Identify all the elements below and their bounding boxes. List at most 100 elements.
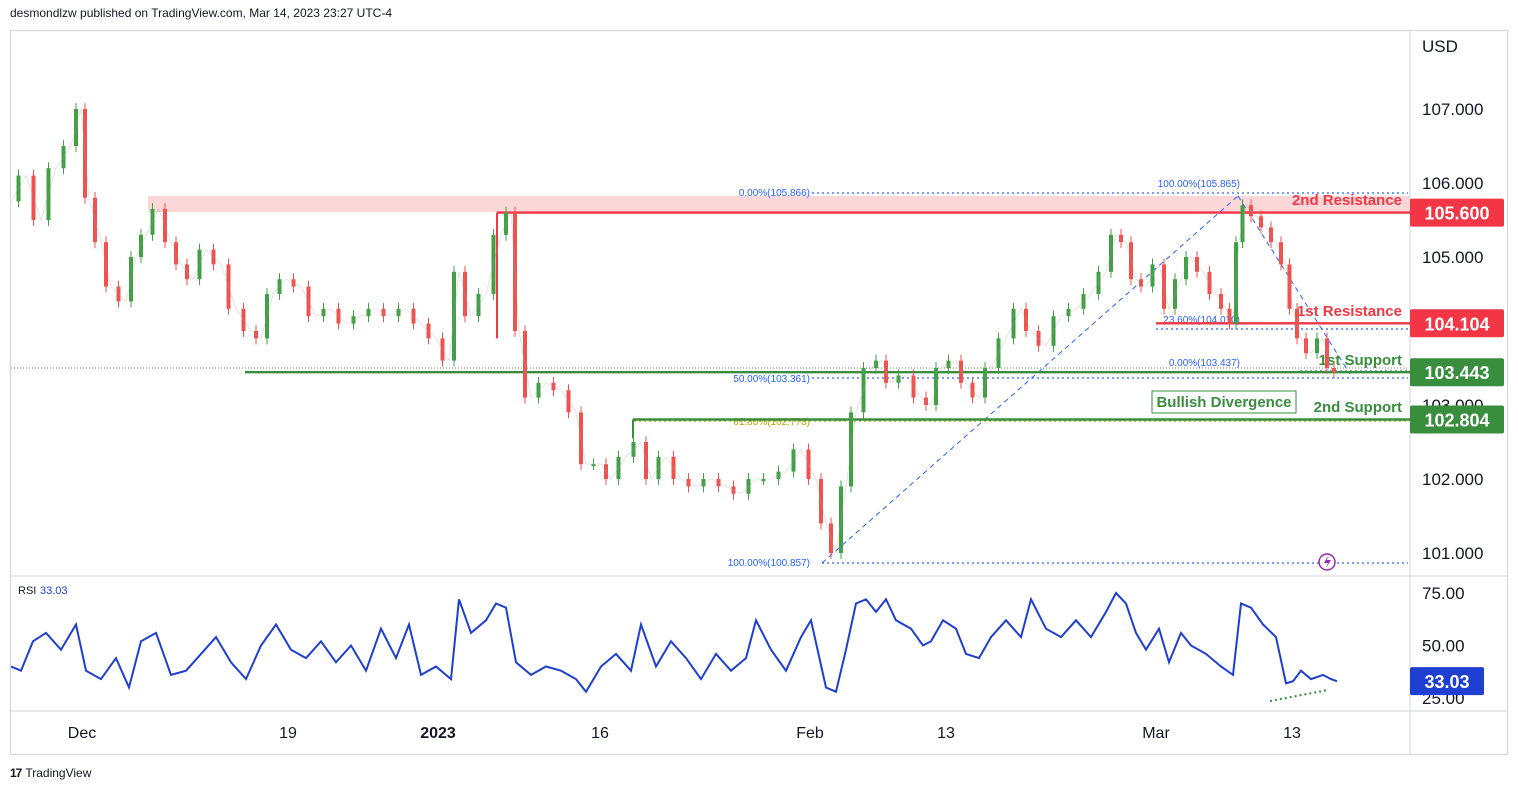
footer: 17 TradingView	[10, 766, 91, 780]
price-candle-body	[896, 375, 901, 383]
price-candle-body	[731, 486, 736, 494]
price-candle-body	[1011, 308, 1016, 339]
price-candle-body	[336, 308, 341, 324]
price-candle-body	[1036, 331, 1041, 346]
fib-label: 100.00%(100.857)	[728, 558, 810, 569]
currency-label: USD	[1422, 37, 1458, 56]
price-candle-body	[849, 412, 853, 487]
price-candle-body	[241, 308, 246, 331]
price-candle-body	[959, 360, 963, 383]
bullish-divergence-label: Bullish Divergence	[1156, 394, 1291, 411]
price-tag-box	[1410, 405, 1504, 434]
fib-label: 100.00%(105.865)	[1158, 179, 1240, 190]
x-tick-label: 19	[279, 725, 297, 742]
price-candle-body	[1173, 279, 1177, 309]
price-candle-body	[411, 308, 416, 324]
price-candle-body	[291, 279, 296, 287]
price-tag-box	[1410, 198, 1504, 227]
level-label: 1st Support	[1319, 352, 1402, 369]
price-candle-body	[321, 308, 326, 317]
price-candle-body	[604, 464, 608, 479]
price-candle-body	[1096, 271, 1101, 294]
level-label: 1st Resistance	[1297, 303, 1402, 320]
alert-icon[interactable]	[1318, 553, 1336, 571]
fib-label: 61.80%(102.778)	[733, 417, 810, 428]
price-candle-body	[265, 294, 269, 339]
price-candle-body	[16, 175, 21, 202]
price-candle-body	[791, 449, 796, 472]
price-candle-body	[934, 368, 938, 405]
price-candle-body	[523, 331, 527, 398]
price-candle-body	[513, 212, 517, 331]
price-candle-body	[551, 382, 556, 391]
price-candle-body	[701, 479, 706, 487]
price-candle-body	[686, 479, 691, 487]
price-candle-body	[306, 286, 311, 317]
price-candle-body	[1227, 308, 1232, 324]
x-tick-label: Dec	[68, 725, 96, 742]
price-candle-body	[671, 456, 676, 479]
price-candle-body	[591, 464, 596, 467]
publisher-header: desmondlzw published on TradingView.com,…	[10, 6, 392, 20]
price-candle-body	[1259, 216, 1263, 228]
price-candle-body	[104, 242, 108, 287]
price-candle-body	[1219, 294, 1223, 309]
price-candle-body	[776, 471, 781, 479]
price-candle-body	[463, 271, 467, 317]
price-candle-body	[426, 323, 431, 339]
x-tick-label: Feb	[796, 725, 824, 742]
price-candle-body	[46, 168, 51, 220]
price-candle-body	[806, 449, 811, 479]
level-label: 2nd Support	[1314, 399, 1402, 416]
price-candle-body	[1279, 242, 1283, 265]
price-candle-body	[381, 308, 386, 317]
fib-trend-line-down	[1237, 195, 1351, 375]
tradingview-logo-icon: 17	[10, 766, 22, 780]
price-candle-body	[839, 486, 843, 553]
price-candle-body	[884, 360, 888, 383]
price-candle-body	[1240, 205, 1245, 243]
price-candle-body	[1139, 279, 1143, 287]
price-candle-body	[226, 264, 231, 309]
price-candle-body	[150, 208, 155, 235]
price-candle-body	[61, 146, 66, 169]
price-candle-body	[1287, 264, 1292, 309]
price-candle-body	[1234, 242, 1238, 324]
price-candle-body	[1150, 264, 1155, 287]
price-candle-body	[1081, 294, 1086, 309]
chart-frame	[10, 30, 1508, 755]
rsi-tick-label: 50.00	[1422, 637, 1465, 656]
price-candle-body	[656, 456, 661, 479]
price-tag-text: 105.600	[1424, 204, 1489, 224]
price-tag-text: 103.443	[1424, 363, 1489, 383]
price-candle-body	[396, 308, 401, 317]
price-tag-box	[1410, 309, 1504, 338]
price-candle-body	[452, 271, 456, 361]
price-tag-text: 102.804	[1424, 411, 1489, 431]
y-tick-label: 102.000	[1422, 470, 1483, 489]
bullish-divergence-box: Bullish Divergence	[1151, 390, 1297, 414]
x-tick-label: 16	[591, 725, 609, 742]
rsi-tag-box	[1410, 667, 1484, 696]
price-candle-body	[366, 308, 371, 317]
price-candle-body	[139, 234, 143, 257]
price-candle-body	[996, 338, 1001, 368]
rsi-series-line	[10, 591, 1338, 694]
resistance-zone	[148, 196, 1410, 212]
price-candle-body	[1024, 308, 1028, 331]
price-candle-body	[1207, 271, 1212, 294]
price-candle-body	[536, 382, 541, 398]
price-candle-body	[716, 479, 721, 487]
x-tick-label: Mar	[1142, 725, 1170, 742]
price-candle-body	[351, 316, 356, 324]
y-tick-label: 101.000	[1422, 544, 1483, 563]
price-candle-body	[1325, 338, 1329, 368]
rsi-value-label: 33.03	[40, 585, 68, 597]
price-candle-body	[1195, 257, 1199, 272]
price-candle-body	[970, 382, 975, 398]
price-candle-body	[1304, 338, 1308, 354]
fib-label: 0.00%(103.437)	[1169, 358, 1240, 369]
price-candle-body	[819, 479, 823, 524]
price-candle-body	[829, 523, 833, 553]
